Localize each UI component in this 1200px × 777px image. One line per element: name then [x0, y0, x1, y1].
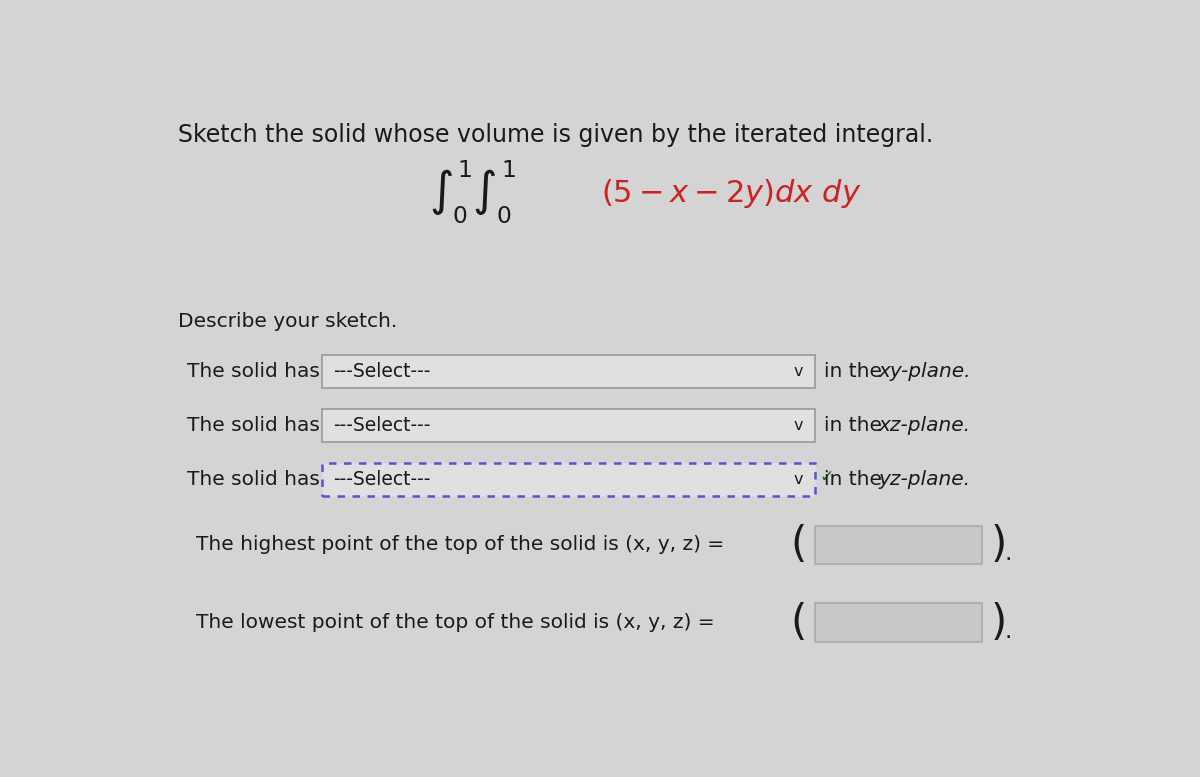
- Text: ✓: ✓: [820, 469, 834, 486]
- Text: v: v: [793, 472, 803, 486]
- Text: The solid has: The solid has: [187, 362, 320, 381]
- Text: v: v: [793, 418, 803, 433]
- Text: The highest point of the top of the solid is (x, y, z) =: The highest point of the top of the soli…: [197, 535, 725, 555]
- Text: (: (: [790, 524, 806, 566]
- Text: ---Select---: ---Select---: [334, 416, 431, 435]
- Text: ): ): [991, 601, 1007, 643]
- Text: xz-plane.: xz-plane.: [878, 416, 970, 435]
- Text: ---Select---: ---Select---: [334, 362, 431, 381]
- Text: in the: in the: [824, 416, 889, 435]
- Text: in the: in the: [824, 362, 889, 381]
- Text: Sketch the solid whose volume is given by the iterated integral.: Sketch the solid whose volume is given b…: [178, 123, 934, 147]
- FancyBboxPatch shape: [815, 603, 983, 642]
- Text: The solid has: The solid has: [187, 416, 320, 435]
- Text: in the: in the: [824, 469, 889, 489]
- Text: yz-plane.: yz-plane.: [878, 469, 970, 489]
- FancyBboxPatch shape: [815, 525, 983, 564]
- FancyBboxPatch shape: [322, 409, 815, 442]
- Text: (: (: [790, 601, 806, 643]
- FancyBboxPatch shape: [322, 462, 815, 496]
- Text: Describe your sketch.: Describe your sketch.: [178, 312, 397, 331]
- Text: ---Select---: ---Select---: [334, 469, 431, 489]
- Text: ): ): [991, 524, 1007, 566]
- Text: .: .: [1004, 542, 1012, 566]
- Text: $(5 - x - 2y)dx\ dy$: $(5 - x - 2y)dx\ dy$: [601, 176, 862, 210]
- Text: The solid has: The solid has: [187, 469, 320, 489]
- Text: v: v: [793, 364, 803, 379]
- Text: xy-plane.: xy-plane.: [878, 362, 971, 381]
- Text: $\int_0^1 \int_0^1$: $\int_0^1 \int_0^1$: [430, 159, 516, 225]
- Text: The lowest point of the top of the solid is (x, y, z) =: The lowest point of the top of the solid…: [197, 613, 715, 632]
- FancyBboxPatch shape: [322, 355, 815, 388]
- Text: .: .: [1004, 620, 1012, 643]
